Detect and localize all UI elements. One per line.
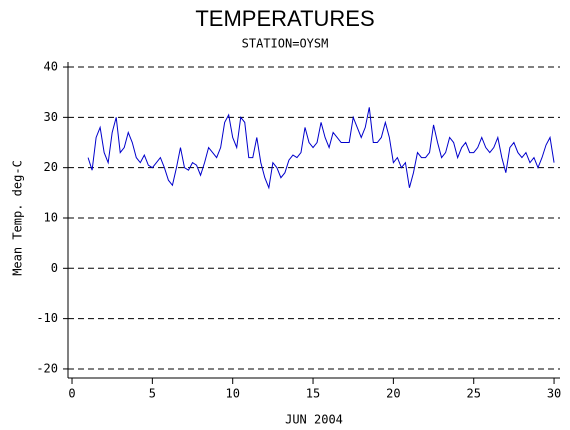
data-line	[87, 107, 555, 190]
chart-subtitle: STATION=OYSM	[242, 37, 329, 51]
x-tick-label: 25	[466, 387, 480, 401]
y-tick-label: 20	[44, 160, 58, 174]
x-tick-label: 10	[225, 387, 239, 401]
x-tick-label: 0	[68, 387, 75, 401]
x-tick-label: 15	[306, 387, 320, 401]
y-tick-label: -20	[36, 361, 58, 375]
y-tick-label: -10	[36, 311, 58, 325]
x-axis-label: JUN 2004	[285, 413, 343, 427]
chart-title: TEMPERATURES	[195, 6, 374, 31]
x-tick-label: 20	[386, 387, 400, 401]
x-tick-label: 30	[547, 387, 561, 401]
y-tick-label: 30	[44, 110, 58, 124]
x-tick-label: 5	[149, 387, 156, 401]
y-tick-label: 10	[44, 210, 58, 224]
y-tick-label: 0	[51, 261, 58, 275]
y-axis-label: Mean Temp. deg-C	[11, 160, 25, 276]
y-tick-label: 40	[44, 60, 58, 74]
